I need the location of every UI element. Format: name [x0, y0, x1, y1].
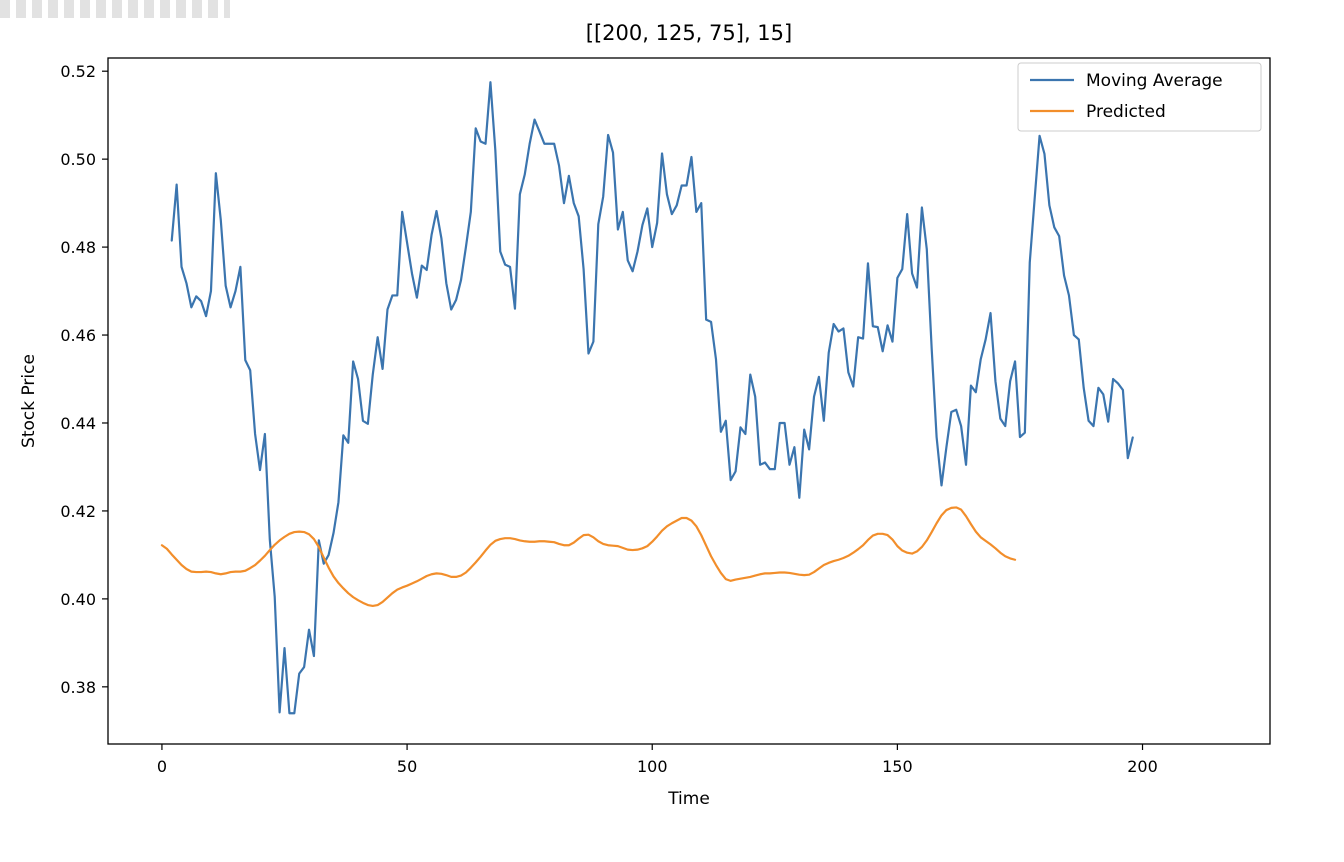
- x-axis: 0 50 100 150 200: [157, 744, 1158, 776]
- plot-area: [160, 81, 1134, 715]
- legend-label: Predicted: [1086, 102, 1166, 122]
- y-tick-label: 0.52: [60, 62, 96, 81]
- y-axis: 0.38 0.40 0.42 0.44 0.46 0.48 0.50 0.52: [60, 62, 108, 697]
- series-line-predicted: [160, 506, 1017, 608]
- series-line-moving-average: [170, 81, 1134, 715]
- x-tick-label: 100: [637, 757, 668, 776]
- y-axis-label: Stock Price: [19, 354, 39, 448]
- legend: Moving Average Predicted: [1017, 62, 1262, 132]
- y-tick-label: 0.46: [60, 326, 96, 345]
- x-tick-label: 50: [397, 757, 417, 776]
- y-tick-label: 0.48: [60, 238, 96, 257]
- y-tick-label: 0.38: [60, 678, 96, 697]
- y-tick-label: 0.50: [60, 150, 96, 169]
- x-tick-label: 0: [157, 757, 167, 776]
- y-tick-label: 0.42: [60, 502, 96, 521]
- cropped-top-text-strip: [0, 0, 230, 18]
- y-tick-label: 0.44: [60, 414, 96, 433]
- legend-label: Moving Average: [1086, 71, 1223, 91]
- chart-title: [[200, 125, 75], 15]: [586, 21, 792, 45]
- legend-box: [1017, 62, 1262, 132]
- x-axis-label: Time: [667, 789, 710, 809]
- plot-frame: [107, 57, 1271, 745]
- x-tick-label: 200: [1127, 757, 1158, 776]
- y-tick-label: 0.40: [60, 590, 96, 609]
- x-tick-label: 150: [882, 757, 913, 776]
